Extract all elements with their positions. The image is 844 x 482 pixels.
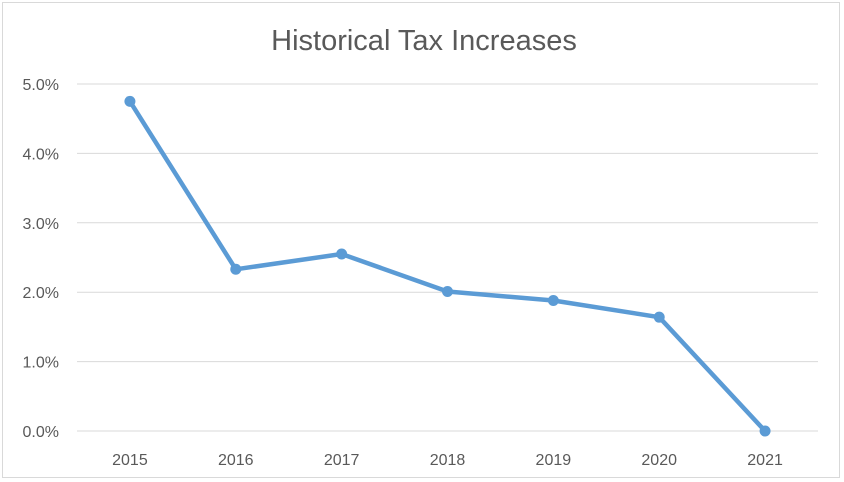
series-group (124, 95, 771, 437)
y-tick-label: 1.0% (23, 355, 59, 372)
y-tick-label: 4.0% (23, 146, 59, 163)
x-tick-label: 2015 (112, 452, 148, 469)
y-tick-label: 2.0% (23, 285, 59, 302)
data-point (336, 248, 348, 260)
data-point (230, 263, 242, 275)
data-point (653, 311, 665, 323)
data-point (124, 95, 136, 107)
x-tick-label: 2021 (747, 452, 783, 469)
x-tick-label: 2019 (536, 452, 572, 469)
gridlines (77, 83, 818, 432)
y-tick-label: 0.0% (23, 424, 59, 441)
y-tick-label: 3.0% (23, 216, 59, 233)
chart-title: Historical Tax Increases (271, 25, 577, 57)
x-axis-tick-labels: 2015 2016 2017 2018 2019 2020 2021 (112, 452, 783, 469)
x-tick-label: 2016 (218, 452, 254, 469)
y-tick-label: 5.0% (23, 77, 59, 94)
series-line (127, 99, 768, 434)
x-tick-label: 2018 (430, 452, 466, 469)
data-point (547, 295, 559, 307)
x-tick-label: 2020 (641, 452, 677, 469)
x-tick-label: 2017 (324, 452, 360, 469)
data-point (759, 425, 771, 437)
y-axis-tick-labels: 0.0% 1.0% 2.0% 3.0% 4.0% 5.0% (23, 77, 59, 441)
data-point (442, 286, 453, 298)
